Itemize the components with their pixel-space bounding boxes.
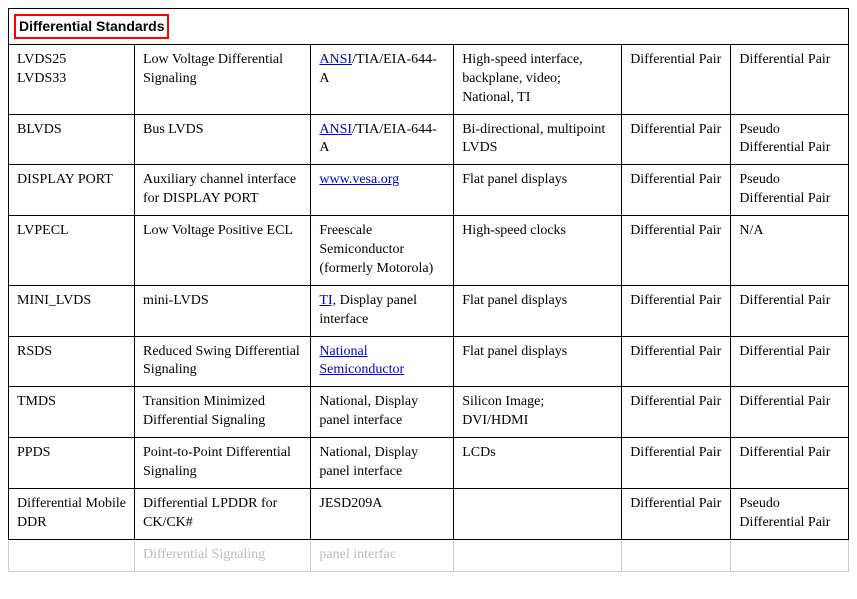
cell-description: Point-to-Point Differential Signaling xyxy=(135,438,311,489)
cell-pair-type-b: Differential Pair xyxy=(731,336,849,387)
cell-standard: LVDS25LVDS33 xyxy=(9,44,135,114)
cell-reference: www.vesa.org xyxy=(311,165,454,216)
cell-description: Differential Signaling xyxy=(135,539,311,571)
cell-pair-type-a: Differential Pair xyxy=(622,387,731,438)
cell-pair-type-b: Differential Pair xyxy=(731,387,849,438)
cell-pair-type-b: Pseudo Differential Pair xyxy=(731,114,849,165)
cell-pair-type-b: N/A xyxy=(731,216,849,286)
cell-pair-type-a: Differential Pair xyxy=(622,165,731,216)
table-row: PPDSPoint-to-Point Differential Signalin… xyxy=(9,438,849,489)
cell-reference: National, Display panel interface xyxy=(311,438,454,489)
cell-standard: DISPLAY PORT xyxy=(9,165,135,216)
cell-standard: RSDS xyxy=(9,336,135,387)
section-title: Differential Standards xyxy=(14,14,169,39)
table-row: TMDSTransition Minimized Differential Si… xyxy=(9,387,849,438)
differential-standards-table: Differential Standards LVDS25LVDS33Low V… xyxy=(8,8,849,572)
cell-application: Bi-directional, multipoint LVDS xyxy=(454,114,622,165)
cell-reference: National Semiconductor xyxy=(311,336,454,387)
cell-description: Low Voltage Differential Signaling xyxy=(135,44,311,114)
cell-application: LCDs xyxy=(454,438,622,489)
cell-reference: ANSI/TIA/EIA-644-A xyxy=(311,44,454,114)
table-row: BLVDSBus LVDSANSI/TIA/EIA-644-ABi-direct… xyxy=(9,114,849,165)
cell-description: Differential LPDDR for CK/CK# xyxy=(135,488,311,539)
cell-pair-type-a xyxy=(622,539,731,571)
cell-standard: Differential Mobile DDR xyxy=(9,488,135,539)
table-row: RSDSReduced Swing Differential Signaling… xyxy=(9,336,849,387)
cell-standard: MINI_LVDS xyxy=(9,285,135,336)
table-row: DISPLAY PORTAuxiliary channel interface … xyxy=(9,165,849,216)
table-row: MINI_LVDSmini-LVDSTI, Display panel inte… xyxy=(9,285,849,336)
cell-description: Bus LVDS xyxy=(135,114,311,165)
cell-application: High-speed clocks xyxy=(454,216,622,286)
cell-pair-type-a: Differential Pair xyxy=(622,488,731,539)
cell-pair-type-a: Differential Pair xyxy=(622,336,731,387)
cell-pair-type-b xyxy=(731,539,849,571)
cell-application xyxy=(454,488,622,539)
cell-pair-type-b: Differential Pair xyxy=(731,44,849,114)
cell-reference: National, Display panel interface xyxy=(311,387,454,438)
table-row: LVPECLLow Voltage Positive ECLFreescale … xyxy=(9,216,849,286)
section-header-cell: Differential Standards xyxy=(9,9,849,45)
cell-standard: PPDS xyxy=(9,438,135,489)
cell-standard: BLVDS xyxy=(9,114,135,165)
cell-standard xyxy=(9,539,135,571)
cell-pair-type-b: Differential Pair xyxy=(731,285,849,336)
cell-pair-type-b: Pseudo Differential Pair xyxy=(731,165,849,216)
cell-description: Transition Minimized Differential Signal… xyxy=(135,387,311,438)
cell-application: High-speed interface, backplane, video; … xyxy=(454,44,622,114)
cell-standard: TMDS xyxy=(9,387,135,438)
table-row: Differential Mobile DDRDifferential LPDD… xyxy=(9,488,849,539)
table-row: LVDS25LVDS33Low Voltage Differential Sig… xyxy=(9,44,849,114)
cell-application: Flat panel displays xyxy=(454,285,622,336)
cell-application: Flat panel displays xyxy=(454,336,622,387)
cell-pair-type-a: Differential Pair xyxy=(622,285,731,336)
reference-link[interactable]: ANSI xyxy=(319,52,352,67)
cell-description: mini-LVDS xyxy=(135,285,311,336)
reference-link[interactable]: TI, xyxy=(319,293,336,308)
cell-reference: Freescale Semiconductor (formerly Motoro… xyxy=(311,216,454,286)
reference-link[interactable]: ANSI xyxy=(319,122,352,137)
reference-link[interactable]: www.vesa.org xyxy=(319,172,399,187)
cell-reference: TI, Display panel interface xyxy=(311,285,454,336)
cell-description: Reduced Swing Differential Signaling xyxy=(135,336,311,387)
cell-standard: LVPECL xyxy=(9,216,135,286)
cell-pair-type-a: Differential Pair xyxy=(622,438,731,489)
cell-reference: panel interfac xyxy=(311,539,454,571)
table-row-partial: Differential Signalingpanel interfac xyxy=(9,539,849,571)
section-header-row: Differential Standards xyxy=(9,9,849,45)
cell-pair-type-b: Differential Pair xyxy=(731,438,849,489)
cell-reference: JESD209A xyxy=(311,488,454,539)
reference-link[interactable]: National Semiconductor xyxy=(319,344,404,378)
cell-application: Flat panel displays xyxy=(454,165,622,216)
cell-pair-type-a: Differential Pair xyxy=(622,44,731,114)
cell-description: Auxiliary channel interface for DISPLAY … xyxy=(135,165,311,216)
cell-pair-type-a: Differential Pair xyxy=(622,216,731,286)
cell-reference: ANSI/TIA/EIA-644-A xyxy=(311,114,454,165)
cell-application: Silicon Image; DVI/HDMI xyxy=(454,387,622,438)
cell-description: Low Voltage Positive ECL xyxy=(135,216,311,286)
cell-application xyxy=(454,539,622,571)
cell-pair-type-b: Pseudo Differential Pair xyxy=(731,488,849,539)
cell-pair-type-a: Differential Pair xyxy=(622,114,731,165)
